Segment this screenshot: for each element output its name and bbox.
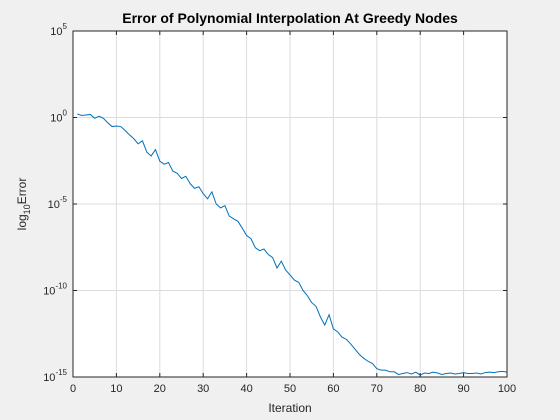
y-tick-label: 10-10	[43, 282, 67, 298]
x-tick-label: 90	[457, 383, 469, 395]
y-tick-label-base: 10	[43, 372, 55, 384]
y-tick-label: 10-15	[43, 368, 67, 384]
y-tick-label-base: 10	[43, 286, 55, 298]
x-tick-label: 40	[240, 383, 252, 395]
y-axis-label-sub: 10	[22, 204, 32, 214]
x-tick-label: 0	[70, 383, 76, 395]
series-line	[77, 113, 508, 376]
x-axis-label: Iteration	[268, 401, 311, 415]
y-axis-label-rest: Error	[15, 178, 29, 205]
y-tick-label-exponent: -5	[60, 195, 68, 204]
series-layer	[77, 113, 508, 376]
y-tick-label: 10-5	[48, 195, 68, 211]
x-tick-label: 30	[197, 383, 209, 395]
y-tick-label-exponent: -15	[55, 368, 67, 377]
x-tick-label: 50	[284, 383, 296, 395]
y-tick-label-base: 10	[48, 199, 60, 211]
x-tick-label: 70	[371, 383, 383, 395]
y-axis-label: log10Error	[15, 178, 32, 231]
y-tick-label-exponent: 0	[63, 109, 68, 118]
y-tick-label-base: 10	[50, 113, 62, 125]
x-tick-label: 80	[414, 383, 426, 395]
x-tick-label: 60	[327, 383, 339, 395]
y-axis-label-base: log	[15, 214, 29, 230]
tick-labels: 0 10 20 30 40 50 60 70 80 90 10010-1510-1010-51001…	[43, 22, 516, 395]
x-tick-label: 100	[498, 383, 516, 395]
y-tick-label: 105	[50, 22, 67, 38]
chart-title: Error of Polynomial Interpolation At Gre…	[122, 10, 458, 26]
y-tick-label: 100	[50, 109, 67, 125]
y-tick-label-exponent: -10	[55, 282, 67, 291]
x-tick-label: 10	[110, 383, 122, 395]
y-tick-label-base: 10	[50, 26, 62, 38]
x-tick-label: 20	[154, 383, 166, 395]
y-tick-label-exponent: 5	[63, 22, 68, 31]
ticks	[72, 30, 508, 378]
